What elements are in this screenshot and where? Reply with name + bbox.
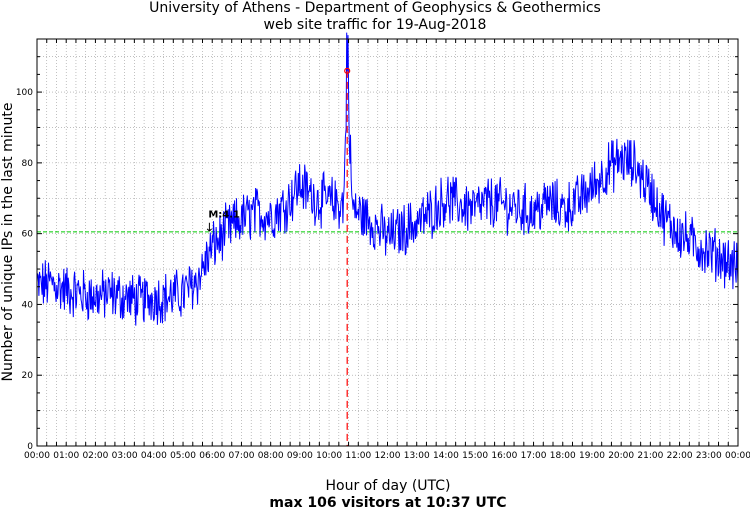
x-tick-label: 11:00 (345, 451, 371, 461)
x-tick-label: 23:00 (696, 451, 722, 461)
y-tick-label: 100 (16, 88, 33, 98)
x-tick-label: 21:00 (637, 451, 663, 461)
y-axis: 0 20 40 60 80 100 (16, 38, 738, 452)
x-tick-label: 03:00 (112, 451, 138, 461)
series-line-visitors (36, 32, 739, 326)
x-axis-sublabel: max 106 visitors at 10:37 UTC (269, 495, 506, 511)
grid-lines (37, 39, 738, 446)
y-tick-label: 80 (22, 159, 34, 169)
x-tick-label: 09:00 (287, 451, 313, 461)
x-tick-label: 17:00 (521, 451, 547, 461)
x-tick-label: 19:00 (579, 451, 605, 461)
y-tick-label: 60 (22, 230, 34, 240)
x-tick-label: 18:00 (550, 451, 576, 461)
event-annotation-label: M:4.1 (208, 210, 240, 221)
y-axis-label: Number of unique IPs in the last minute (0, 103, 16, 382)
x-tick-label: 00:00 (725, 451, 750, 461)
x-tick-label: 10:00 (316, 451, 342, 461)
x-tick-label: 14:00 (433, 451, 459, 461)
x-tick-label: 02:00 (82, 451, 108, 461)
chart-title: University of Athens - Department of Geo… (149, 0, 601, 16)
y-tick-label: 0 (27, 442, 33, 452)
x-tick-label: 04:00 (141, 451, 167, 461)
chart-subtitle: web site traffic for 19-Aug-2018 (264, 17, 487, 33)
x-tick-label: 20:00 (608, 451, 634, 461)
x-tick-label: 13:00 (404, 451, 430, 461)
x-axis: 00:00 01:00 02:00 03:00 04:00 05:00 06:00 07:00… (24, 39, 750, 461)
x-tick-label: 01:00 (53, 451, 79, 461)
x-tick-label: 15:00 (462, 451, 488, 461)
x-tick-label: 08:00 (258, 451, 284, 461)
y-tick-label: 20 (22, 371, 34, 381)
x-axis-label: Hour of day (UTC) (326, 478, 451, 494)
x-tick-label: 05:00 (170, 451, 196, 461)
x-tick-label: 06:00 (199, 451, 225, 461)
x-tick-label: 12:00 (375, 451, 401, 461)
y-tick-label: 40 (22, 300, 34, 310)
x-tick-label: 16:00 (491, 451, 517, 461)
event-annotation-arrow-icon: ↓ (204, 221, 214, 235)
x-tick-label: 07:00 (228, 451, 254, 461)
max-marker-dot (344, 67, 351, 74)
x-tick-label: 00:00 (24, 451, 50, 461)
x-tick-label: 22:00 (667, 451, 693, 461)
